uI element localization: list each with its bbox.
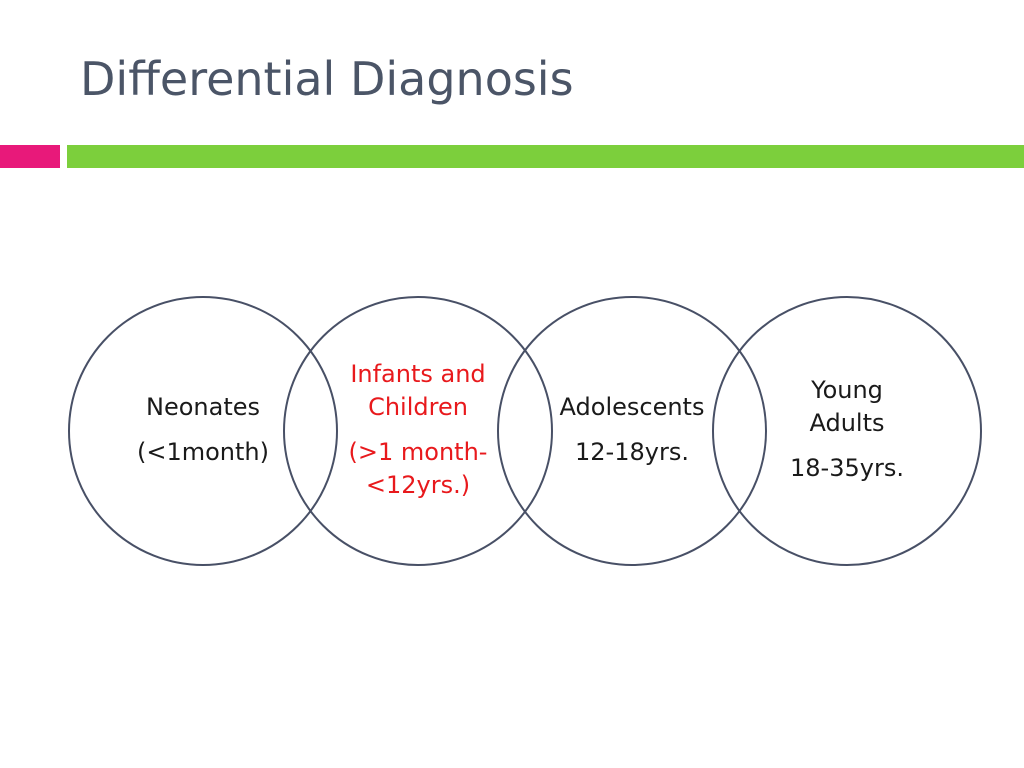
- circle-adolescents: [497, 296, 767, 566]
- accent-bar-pink: [0, 145, 60, 168]
- young-adults-label: Young Adults: [809, 376, 885, 437]
- neonates-label: Neonates: [146, 393, 260, 421]
- neonates-text: Neonates (<1month): [113, 391, 293, 469]
- slide-title: Differential Diagnosis: [80, 52, 574, 106]
- adolescents-range: 12-18yrs.: [575, 438, 689, 466]
- circle-neonates: [68, 296, 338, 566]
- infants-children-text: Infants and Children (>1 month-<12yrs.): [333, 358, 503, 502]
- adolescents-text: Adolescents 12-18yrs.: [547, 391, 717, 469]
- neonates-range: (<1month): [137, 438, 269, 466]
- circle-young-adults: [712, 296, 982, 566]
- infants-children-label: Infants and Children: [350, 360, 486, 421]
- accent-bar-green: [67, 145, 1024, 168]
- infants-children-range: (>1 month-<12yrs.): [348, 438, 488, 499]
- young-adults-text: Young Adults 18-35yrs.: [777, 374, 917, 485]
- adolescents-label: Adolescents: [559, 393, 705, 421]
- young-adults-range: 18-35yrs.: [790, 454, 904, 482]
- circle-infants-children: [283, 296, 553, 566]
